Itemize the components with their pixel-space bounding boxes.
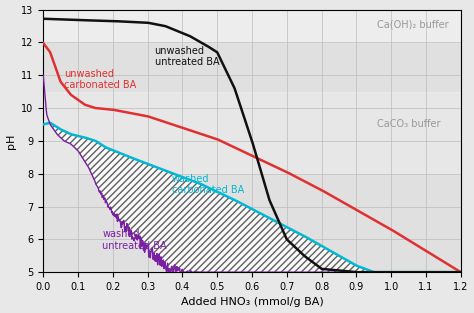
Text: washed
carbonated BA: washed carbonated BA — [172, 174, 244, 195]
Text: unwashed
carbonated BA: unwashed carbonated BA — [64, 69, 137, 90]
Text: Ca(OH)₂ buffer: Ca(OH)₂ buffer — [377, 19, 449, 29]
Y-axis label: pH: pH — [6, 133, 16, 149]
Bar — [43, 92, 461, 174]
Text: unwashed
untreated BA: unwashed untreated BA — [155, 46, 219, 67]
Bar — [43, 10, 461, 42]
Text: washed
untreated BA: washed untreated BA — [102, 229, 167, 251]
Text: CaCO₃ buffer: CaCO₃ buffer — [377, 120, 441, 130]
X-axis label: Added HNO₃ (mmol/g BA): Added HNO₃ (mmol/g BA) — [181, 297, 323, 307]
